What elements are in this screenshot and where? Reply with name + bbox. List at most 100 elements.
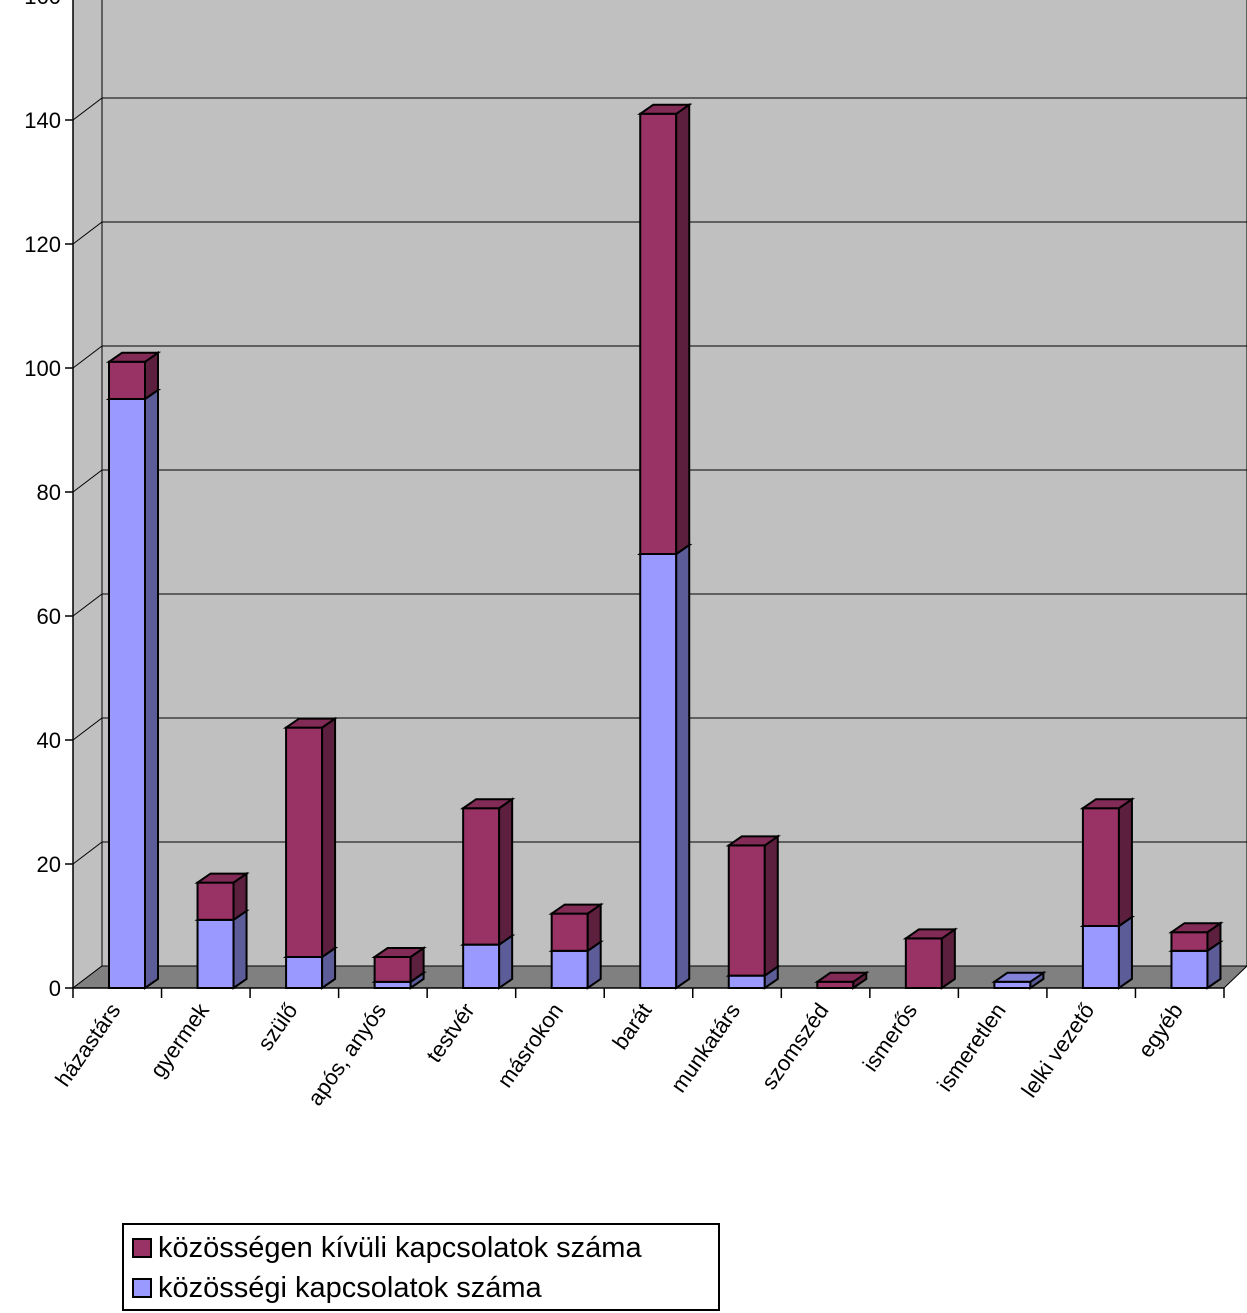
legend-label-external: közösségen kívüli kapcsolatok száma — [158, 1231, 642, 1264]
bar-front — [196, 881, 235, 921]
bar-front — [550, 949, 589, 989]
bar-segment — [637, 543, 693, 990]
bar-front — [462, 943, 501, 989]
bar-segment — [105, 350, 162, 401]
x-category-label: gyermek — [145, 998, 214, 1082]
gridline — [72, 345, 1247, 369]
legend-label-community: közösségi kapcsolatok száma — [158, 1271, 542, 1304]
x-category-label: ismerős — [858, 999, 923, 1076]
bar-side — [498, 797, 514, 947]
legend: közösségen kívüli kapcsolatok száma közö… — [122, 1223, 720, 1311]
bar-segment — [194, 871, 250, 922]
bar-side — [321, 716, 337, 959]
x-category-label: após, anyós — [302, 999, 391, 1111]
bar-top — [902, 928, 959, 940]
bar-front — [196, 918, 235, 989]
gridline — [72, 221, 1247, 245]
bar-front — [285, 726, 324, 958]
gridline — [72, 841, 1247, 865]
y-tick-label: 120 — [24, 232, 61, 257]
bar-segment — [194, 908, 250, 990]
bar-front — [1170, 949, 1209, 989]
bar-front — [727, 974, 766, 989]
side-wall — [72, 0, 103, 990]
x-category-label: testvér — [421, 999, 479, 1067]
chart-gridlines — [72, 97, 1247, 865]
x-category-label: lelki vezető — [1016, 999, 1099, 1102]
bar-segment — [725, 834, 781, 978]
x-category-label: házastárs — [50, 999, 125, 1091]
legend-swatch-community — [132, 1278, 152, 1298]
bar-side — [1117, 915, 1133, 990]
bar-front — [639, 112, 678, 556]
x-category-label: egyéb — [1133, 999, 1188, 1062]
bar-side — [232, 908, 248, 990]
bar-front — [639, 553, 678, 989]
bar-top — [194, 872, 250, 884]
bar-side — [675, 543, 691, 990]
bar-side — [675, 102, 691, 556]
gridline — [72, 469, 1247, 493]
x-category-label: szülő — [253, 999, 303, 1055]
x-category-label: barát — [607, 999, 656, 1054]
bar-segment — [282, 716, 339, 959]
bar-front — [550, 912, 589, 952]
x-category-labels: házastárs gyermek szülő após, anyós testvér m… — [50, 998, 1188, 1110]
gridline — [72, 593, 1247, 617]
y-tick-label: 160 — [24, 0, 61, 9]
bar-segment — [459, 797, 516, 947]
bar-front — [373, 956, 412, 983]
bar-top — [725, 835, 781, 847]
legend-item-community: közösségi kapcsolatok száma — [132, 1269, 542, 1307]
bar-side — [763, 834, 779, 978]
bar-top — [548, 903, 604, 915]
bar-top — [1168, 922, 1224, 934]
y-tick-label: 100 — [24, 356, 61, 381]
bar-side — [1117, 797, 1133, 928]
bar-segment — [1079, 797, 1136, 928]
bar-front — [727, 844, 766, 977]
legend-swatch-external — [132, 1238, 152, 1258]
y-tick-label: 0 — [49, 976, 61, 1001]
bar-side — [144, 388, 159, 990]
bar-segment — [637, 102, 693, 556]
bar-front — [904, 937, 943, 990]
bar-top — [282, 717, 339, 729]
x-category-label: munkatárs — [666, 999, 745, 1097]
bar-front — [1170, 931, 1209, 952]
bar-front — [1081, 807, 1120, 928]
bar-segment — [548, 902, 604, 953]
bar-segment — [902, 927, 959, 990]
bar-front — [285, 956, 324, 989]
bar-segment — [371, 946, 427, 984]
bar-segment — [105, 388, 162, 990]
y-tick-label: 140 — [24, 108, 61, 133]
bar-top — [371, 947, 427, 958]
bar-top — [459, 798, 516, 810]
bar-segment — [991, 970, 1047, 990]
y-tick-label: 80 — [37, 480, 61, 505]
bar-top — [1079, 798, 1136, 810]
bar-front — [462, 807, 501, 946]
x-category-label: szomszéd — [756, 999, 833, 1094]
y-tick-label: 40 — [37, 728, 61, 753]
bar-top — [637, 103, 693, 115]
gridline — [72, 97, 1247, 121]
bar-segment — [1168, 921, 1224, 953]
bar-segment — [814, 970, 870, 990]
bar-front — [108, 398, 146, 989]
bar-segment — [1079, 915, 1136, 990]
x-category-label: másrokon — [492, 999, 568, 1092]
y-tick-label: 60 — [37, 604, 61, 629]
bar-top — [105, 351, 162, 363]
bar-top — [991, 971, 1047, 983]
chart-bars — [105, 102, 1224, 990]
gridline — [72, 717, 1247, 741]
x-category-label: ismeretlen — [932, 999, 1011, 1096]
legend-item-external: közösségen kívüli kapcsolatok száma — [132, 1229, 642, 1267]
bar-front — [1081, 925, 1120, 989]
y-tick-label: 20 — [37, 852, 61, 877]
bar-top — [814, 971, 870, 983]
y-tick-labels: 0 20 40 60 80 100 120 140 160 — [24, 0, 61, 1001]
